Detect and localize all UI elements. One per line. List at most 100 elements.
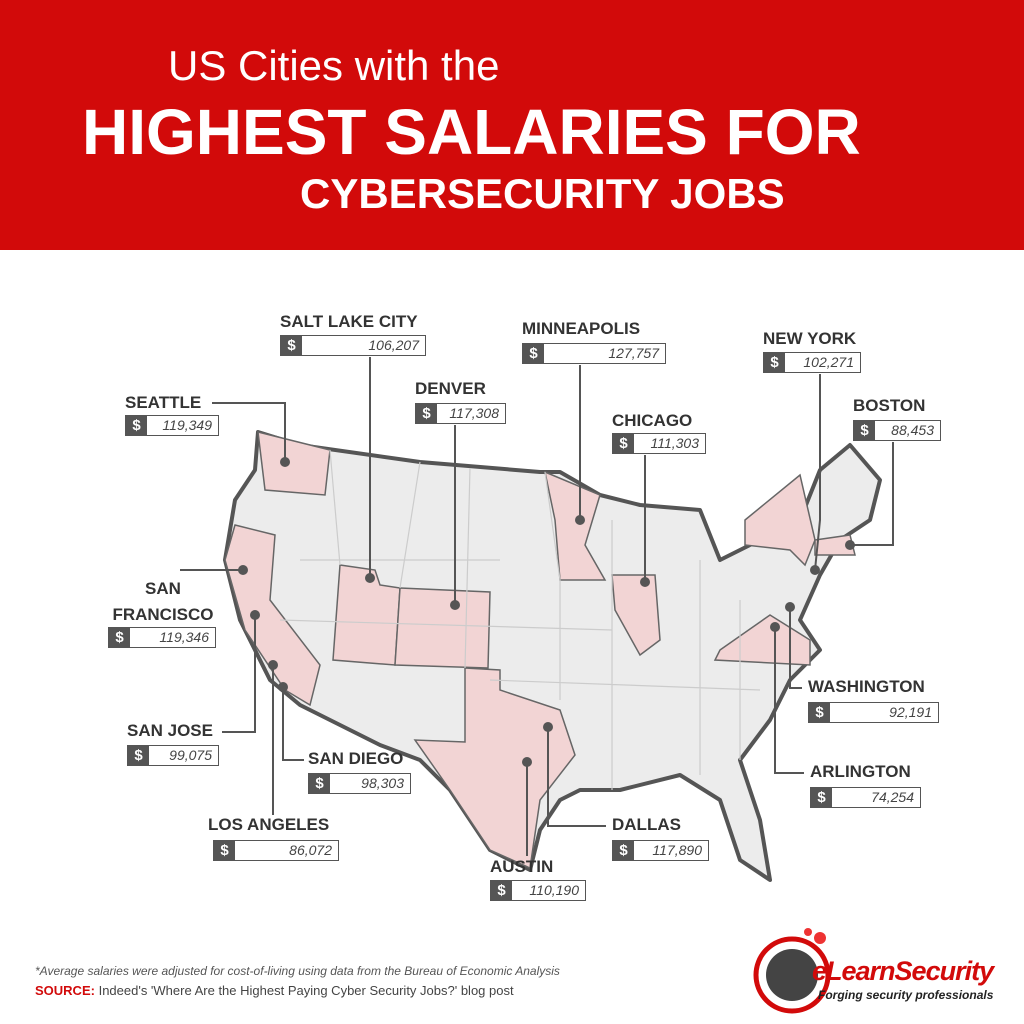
city-name: ARLINGTON	[810, 762, 911, 781]
salary-box: $102,271	[763, 352, 861, 373]
currency-sign: $	[811, 788, 832, 807]
leader-line	[547, 727, 606, 827]
state	[543, 470, 607, 581]
city-name: AUSTIN	[490, 857, 554, 876]
footnote: *Average salaries were adjusted for cost…	[35, 964, 560, 978]
city-name: WASHINGTON	[808, 677, 925, 696]
salary-box: $92,191	[808, 702, 939, 723]
city-dot	[543, 722, 553, 732]
city-dot	[238, 565, 248, 575]
salary-value: 98,303	[361, 775, 404, 791]
salary-box: $117,308	[415, 403, 506, 424]
currency-sign: $	[109, 628, 130, 647]
salary-box: $111,303	[612, 433, 706, 454]
salary-value: 88,453	[891, 422, 934, 438]
title-line: CYBERSECURITY JOBS	[300, 170, 785, 217]
currency-sign: $	[854, 421, 875, 440]
salary-box: $98,303	[308, 773, 411, 794]
salary-value: 86,072	[289, 842, 332, 858]
leader-line	[789, 607, 802, 689]
logo-dot	[804, 928, 812, 936]
salary-value: 92,191	[889, 704, 932, 720]
state-borders	[279, 449, 761, 790]
salary-value: 99,075	[169, 747, 212, 763]
title-line: HIGHEST SALARIES FOR	[82, 96, 861, 168]
leader-line	[774, 627, 804, 774]
logo-name: eLearnSecurity	[812, 956, 994, 986]
currency-sign: $	[491, 881, 512, 900]
city-dot	[640, 577, 650, 587]
city-name: DENVER	[415, 379, 486, 398]
salary-box: $127,757	[522, 343, 666, 364]
state	[611, 574, 661, 657]
state	[744, 473, 816, 567]
salary-value: 102,271	[803, 354, 854, 370]
us-outline	[223, 430, 882, 882]
city-dot	[785, 602, 795, 612]
state	[394, 587, 491, 669]
leader-line	[222, 615, 256, 733]
city-dot	[280, 457, 290, 467]
salary-box: $74,254	[810, 787, 921, 808]
currency-sign: $	[128, 746, 149, 765]
salary-value: 117,308	[449, 405, 499, 421]
state	[713, 614, 811, 666]
salary-box: $99,075	[127, 745, 219, 766]
salary-value: 74,254	[871, 789, 914, 805]
state	[814, 534, 856, 556]
leader-line	[850, 442, 894, 546]
salary-value: 127,757	[608, 345, 659, 361]
city-dot	[365, 573, 375, 583]
city-dot	[845, 540, 855, 550]
leader-line	[282, 687, 304, 761]
city-dot	[522, 757, 532, 767]
source-label: SOURCE:	[35, 983, 95, 998]
leader-line	[212, 402, 286, 462]
city-name: SAN JOSE	[127, 721, 213, 740]
border	[279, 449, 761, 790]
title-line: US Cities with the	[168, 42, 500, 89]
currency-sign: $	[523, 344, 544, 363]
city-name: CHICAGO	[612, 411, 693, 430]
currency-sign: $	[613, 434, 634, 453]
currency-sign: $	[613, 841, 634, 860]
city-name: DALLAS	[612, 815, 681, 834]
city-dot	[810, 565, 820, 575]
currency-sign: $	[809, 703, 830, 722]
city-dot	[278, 682, 288, 692]
city-name: SALT LAKE CITY	[280, 312, 418, 331]
city-dot	[250, 610, 260, 620]
salary-box: $110,190	[490, 880, 586, 901]
currency-sign: $	[281, 336, 302, 355]
city-dot	[450, 600, 460, 610]
logo-ring	[753, 936, 831, 1014]
salary-box: $86,072	[213, 840, 339, 861]
city-name: LOS ANGELES	[208, 815, 330, 834]
city-dot	[268, 660, 278, 670]
city-dot	[575, 515, 585, 525]
header: US Cities with the HIGHEST SALARIES FOR …	[0, 0, 1024, 250]
currency-sign: $	[309, 774, 330, 793]
city-name: SEATTLE	[125, 393, 202, 412]
city-dot	[770, 622, 780, 632]
logo-dot	[814, 932, 826, 944]
logo-tagline: Forging security professionals	[818, 988, 994, 1002]
city-name: NEW YORK	[763, 329, 857, 348]
state	[224, 524, 321, 707]
state	[257, 431, 331, 496]
highlighted-states	[224, 431, 856, 870]
city-name: SAN FRANCISCO	[112, 579, 214, 624]
salary-box: $88,453	[853, 420, 941, 441]
currency-sign: $	[126, 416, 147, 435]
salary-value: 117,890	[652, 842, 702, 858]
salary-value: 111,303	[650, 435, 699, 451]
currency-sign: $	[764, 353, 785, 372]
salary-value: 119,346	[159, 629, 209, 645]
salary-box: $119,346	[108, 627, 216, 648]
leader-line	[814, 374, 821, 571]
salary-value: 110,190	[529, 882, 579, 898]
salary-box: $106,207	[280, 335, 426, 356]
salary-value: 106,207	[368, 337, 419, 353]
